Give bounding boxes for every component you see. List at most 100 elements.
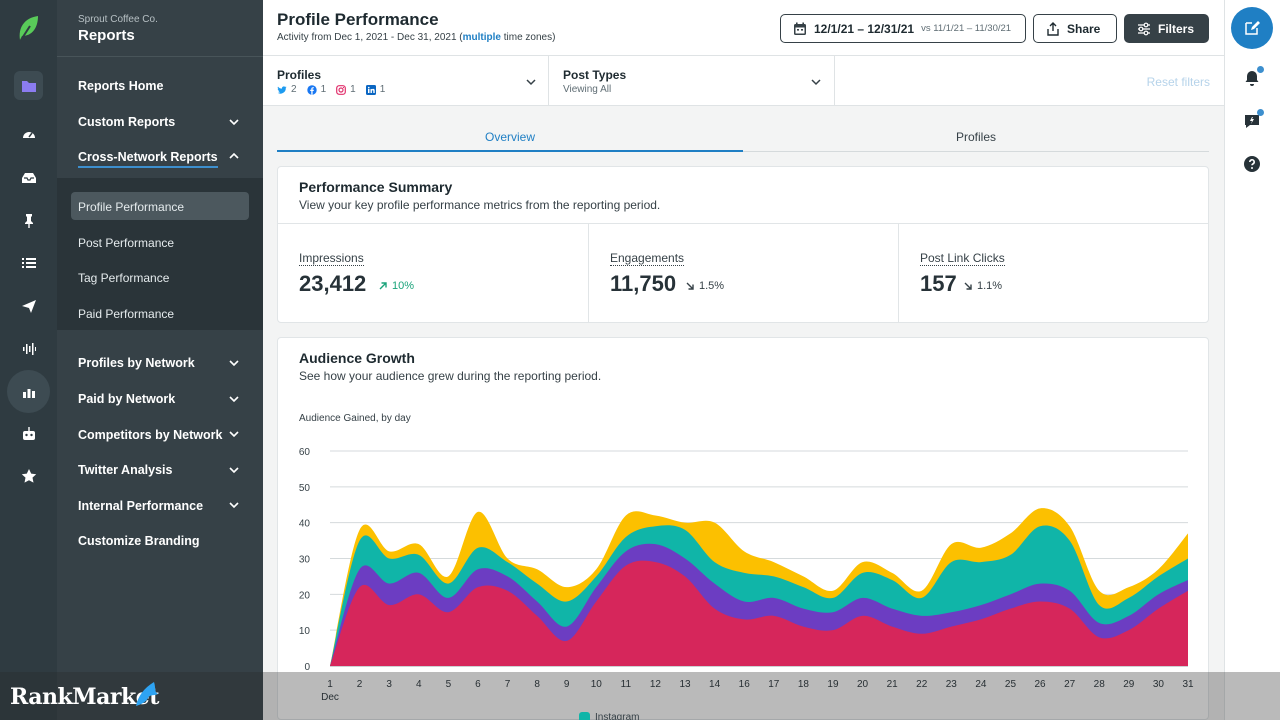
page-subtitle: Activity from Dec 1, 2021 - Dec 31, 2021… bbox=[277, 32, 555, 43]
subtitle-text-end: time zones) bbox=[500, 32, 556, 43]
profiles-filter[interactable]: Profiles 2 1 1 1 bbox=[263, 56, 549, 106]
messages-icon[interactable] bbox=[1243, 112, 1261, 130]
nav-competitors-by-network[interactable]: Competitors by Network bbox=[78, 428, 223, 442]
chevron-down-icon[interactable] bbox=[228, 428, 240, 440]
chevron-down-icon[interactable] bbox=[525, 76, 537, 88]
x-tick-label: 8 bbox=[534, 679, 540, 690]
chevron-up-icon[interactable] bbox=[228, 150, 240, 162]
twitter-count: 2 bbox=[291, 84, 297, 95]
org-name: Sprout Coffee Co. bbox=[78, 14, 158, 25]
post-types-label: Post Types bbox=[563, 68, 627, 82]
legend-label: Instagram bbox=[595, 712, 640, 720]
chevron-down-icon[interactable] bbox=[228, 357, 240, 369]
list-icon[interactable] bbox=[14, 248, 43, 277]
audience-growth-card: Audience Growth See how your audience gr… bbox=[277, 337, 1209, 720]
audience-title: Audience Growth bbox=[299, 350, 415, 366]
metric-value: 23,412 bbox=[299, 271, 367, 296]
reset-filters-link[interactable]: Reset filters bbox=[1146, 75, 1210, 89]
nav-cross-network-reports[interactable]: Cross-Network Reports bbox=[78, 150, 218, 168]
reports-icon[interactable] bbox=[7, 370, 50, 413]
y-tick-label: 30 bbox=[299, 555, 311, 566]
chevron-down-icon[interactable] bbox=[228, 116, 240, 128]
share-button[interactable]: Share bbox=[1033, 14, 1117, 43]
message-dot bbox=[1257, 109, 1264, 116]
x-tick-label: 27 bbox=[1064, 679, 1076, 690]
x-tick-label: 29 bbox=[1123, 679, 1135, 690]
x-tick-label: 23 bbox=[946, 679, 958, 690]
profiles-filter-label: Profiles bbox=[277, 68, 322, 82]
bell-icon[interactable] bbox=[1243, 69, 1261, 87]
time-zones-link[interactable]: multiple bbox=[462, 32, 501, 43]
linkedin-count: 1 bbox=[379, 84, 386, 95]
sub-profile-performance[interactable]: Profile Performance bbox=[78, 200, 185, 214]
chevron-down-icon[interactable] bbox=[228, 464, 240, 476]
facebook-count: 1 bbox=[320, 84, 327, 95]
nav-profiles-by-network[interactable]: Profiles by Network bbox=[78, 356, 195, 370]
x-tick-label: 6 bbox=[475, 679, 481, 690]
filters-button[interactable]: Filters bbox=[1124, 14, 1209, 43]
compose-button[interactable] bbox=[1231, 7, 1273, 49]
app-rail bbox=[0, 0, 57, 720]
x-tick-label: 20 bbox=[857, 679, 869, 690]
x-month-label: Dec bbox=[321, 692, 339, 703]
star-icon[interactable] bbox=[14, 461, 43, 490]
post-types-value: Viewing All bbox=[563, 84, 612, 95]
x-tick-label: 4 bbox=[416, 679, 422, 690]
date-range-button[interactable]: 12/1/21 – 12/31/21 vs 11/1/21 – 11/30/21 bbox=[780, 14, 1026, 43]
tab-profiles[interactable]: Profiles bbox=[955, 130, 996, 144]
x-tick-label: 26 bbox=[1035, 679, 1047, 690]
metric-change: 1.1% bbox=[963, 280, 1002, 292]
pin-icon[interactable] bbox=[14, 206, 43, 235]
chevron-down-icon[interactable] bbox=[228, 499, 240, 511]
x-tick-label: 25 bbox=[1005, 679, 1017, 690]
x-tick-label: 11 bbox=[621, 679, 632, 690]
y-tick-label: 20 bbox=[299, 590, 311, 601]
nav-custom-reports[interactable]: Custom Reports bbox=[78, 115, 176, 129]
nav-paid-by-network[interactable]: Paid by Network bbox=[78, 392, 176, 406]
notification-dot bbox=[1257, 66, 1264, 73]
x-tick-label: 21 bbox=[887, 679, 899, 690]
folder-icon[interactable] bbox=[14, 71, 43, 100]
calendar-icon bbox=[794, 22, 806, 35]
dashboard-icon[interactable] bbox=[14, 119, 43, 148]
area-series-twitter[interactable] bbox=[330, 560, 1188, 666]
listening-icon[interactable] bbox=[14, 334, 43, 363]
help-icon[interactable] bbox=[1243, 155, 1261, 173]
chevron-down-icon[interactable] bbox=[228, 393, 240, 405]
metric-label[interactable]: Engagements bbox=[610, 251, 685, 266]
legend-item[interactable]: Instagram bbox=[579, 712, 639, 720]
arrow-up-right-icon bbox=[379, 282, 387, 290]
chevron-down-icon[interactable] bbox=[810, 76, 822, 88]
change-value: 1.1% bbox=[977, 280, 1003, 292]
metric-label[interactable]: Impressions bbox=[299, 251, 364, 266]
date-range: 12/1/21 – 12/31/21 bbox=[814, 21, 915, 36]
x-tick-label: 7 bbox=[505, 679, 511, 690]
x-tick-label: 24 bbox=[975, 679, 987, 690]
impressions-metric: Impressions 23,412 10% bbox=[278, 223, 588, 323]
performance-summary-card: Performance Summary View your key profil… bbox=[277, 166, 1209, 323]
nav-customize-branding[interactable]: Customize Branding bbox=[78, 534, 200, 548]
sub-paid-performance[interactable]: Paid Performance bbox=[78, 307, 175, 321]
send-icon[interactable] bbox=[14, 291, 43, 320]
x-tick-label: 10 bbox=[591, 679, 603, 690]
right-rail bbox=[1224, 0, 1280, 720]
inbox-icon[interactable] bbox=[14, 163, 43, 192]
nav-twitter-analysis[interactable]: Twitter Analysis bbox=[78, 463, 173, 477]
metric-label[interactable]: Post Link Clicks bbox=[920, 251, 1005, 266]
sub-tag-performance[interactable]: Tag Performance bbox=[78, 271, 170, 285]
facebook-icon bbox=[306, 84, 317, 95]
sub-post-performance[interactable]: Post Performance bbox=[78, 236, 175, 250]
nav-internal-performance[interactable]: Internal Performance bbox=[78, 499, 204, 513]
x-tick-label: 3 bbox=[386, 679, 392, 690]
post-types-filter[interactable]: Post Types Viewing All bbox=[549, 56, 835, 106]
sprout-logo-icon[interactable] bbox=[16, 14, 40, 42]
compare-range: 11/1/21 – 11/30/21 bbox=[933, 23, 1012, 34]
tab-overview[interactable]: Overview bbox=[277, 122, 743, 152]
metric-change: 10% bbox=[378, 280, 414, 292]
x-tick-label: 28 bbox=[1094, 679, 1106, 690]
filters-label: Filters bbox=[1158, 21, 1195, 36]
bot-icon[interactable] bbox=[14, 419, 43, 448]
legend-swatch bbox=[579, 712, 590, 720]
horse-icon bbox=[136, 682, 158, 706]
nav-reports-home[interactable]: Reports Home bbox=[78, 79, 164, 93]
